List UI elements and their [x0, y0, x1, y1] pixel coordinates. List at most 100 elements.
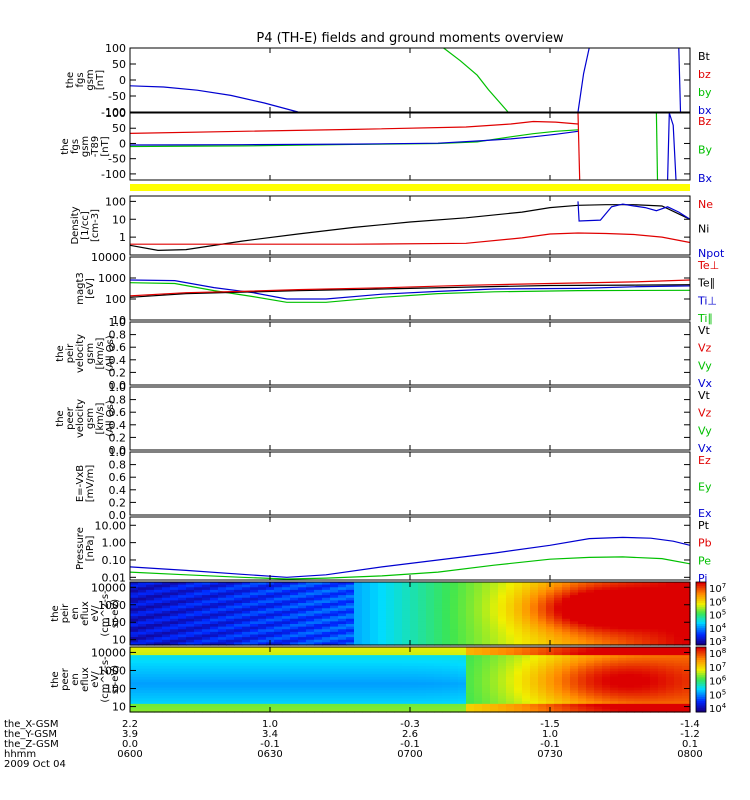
spectrogram-cell [642, 660, 651, 664]
spectrogram-cell [250, 582, 259, 586]
spectrogram-cell [274, 652, 283, 656]
spectrogram-cell [618, 649, 627, 654]
spectrogram-cell [458, 592, 467, 596]
spectrogram-cell [258, 608, 267, 612]
spectrogram-cell [538, 587, 547, 591]
spectrogram-cell [410, 693, 419, 697]
colorbar-label: 106 [709, 675, 727, 688]
y-axis-label-line: sr-eV) [110, 665, 121, 694]
spectrogram-cell [370, 610, 379, 615]
spectrogram-cell [634, 701, 643, 705]
spectrogram-cell [418, 639, 427, 643]
spectrogram-cell [650, 634, 659, 638]
spectrogram-cell [666, 582, 675, 586]
spectrogram-cell [306, 600, 315, 604]
y-tick-label: 1.0 [109, 381, 127, 394]
spectrogram-cell [594, 668, 603, 672]
spectrogram-cell [306, 701, 315, 705]
spectrogram-cell [490, 663, 499, 667]
spectrogram-cell [258, 584, 267, 588]
spectrogram-cell [474, 582, 483, 586]
spectrogram-cell [498, 671, 507, 675]
spectrogram-cell [458, 695, 467, 700]
y-axis-label-line: (cm^2-s- [100, 590, 111, 637]
spectrogram-cell [138, 703, 147, 708]
spectrogram-cell [194, 693, 203, 697]
spectrogram-cell [682, 639, 691, 643]
colorbar-cell [696, 642, 706, 646]
spectrogram-cell [546, 629, 555, 633]
spectrogram-cell [178, 608, 187, 612]
y-axis-label-line: [cm-3] [90, 209, 101, 242]
spectrogram-cell [130, 684, 139, 689]
spectrogram-cell [434, 597, 443, 601]
spectrogram-cell [602, 608, 611, 612]
spectrogram-cell [330, 684, 339, 689]
spectrogram-cell [506, 701, 515, 705]
spectrogram-cell [322, 660, 331, 664]
spectrogram-cell [434, 631, 443, 636]
spectrogram-cell [650, 589, 659, 594]
spectrogram-cell [162, 631, 171, 636]
y-axis-label-line: [nT] [100, 136, 111, 156]
spectrogram-cell [258, 642, 267, 646]
spectrogram-cell [258, 665, 267, 670]
spectrogram-cell [394, 679, 403, 683]
y-axis-label-line: gsm [85, 408, 96, 429]
spectrogram-cell [378, 603, 387, 607]
spectrogram-cell [674, 665, 683, 670]
spectrogram-cell [458, 600, 467, 604]
spectrogram-cell [178, 618, 187, 622]
spectrogram-cell [426, 679, 435, 683]
spectrogram-cell [154, 695, 163, 700]
spectrogram-cell [290, 698, 299, 702]
spectrogram-cell [458, 589, 467, 594]
spectrogram-cell [202, 624, 211, 628]
spectrogram-cell [618, 652, 627, 656]
spectrogram-cell [138, 695, 147, 700]
colorbar-cell [696, 709, 706, 713]
spectrogram-cell [258, 603, 267, 607]
spectrogram-cell [314, 652, 323, 656]
spectrogram-cell [362, 682, 371, 686]
spectrogram-cell [498, 584, 507, 588]
legend-entry: Bz [698, 115, 712, 128]
spectrogram-cell [506, 616, 515, 620]
spectrogram-cell [482, 610, 491, 615]
spectrogram-cell [378, 695, 387, 700]
legend-entry: Vy [698, 424, 712, 437]
spectrogram-cell [562, 584, 571, 588]
spectrogram-cell [402, 603, 411, 607]
spectrogram-cell [434, 655, 443, 659]
spectrogram-cell [162, 674, 171, 678]
colorbar-cell [696, 607, 706, 610]
spectrogram-cell [482, 657, 491, 662]
spectrogram-cell [170, 682, 179, 686]
spectrogram-cell [194, 629, 203, 633]
spectrogram-cell [194, 600, 203, 604]
spectrogram-cell [194, 582, 203, 586]
spectrogram-cell [162, 605, 171, 609]
spectrogram-cell [226, 631, 235, 636]
spectrogram-cell [666, 690, 675, 694]
spectrogram-cell [674, 587, 683, 591]
spectrogram-cell [370, 595, 379, 599]
spectrogram-cell [626, 626, 635, 630]
spectrogram-cell [650, 674, 659, 678]
spectrogram-cell [434, 684, 443, 689]
spectrogram-cell [466, 665, 475, 670]
spectrogram-cell [570, 624, 579, 628]
spectrogram-cell [682, 679, 691, 683]
spectrogram-cell [634, 621, 643, 625]
spectrogram-cell [594, 597, 603, 601]
spectrogram-cell [290, 684, 299, 689]
spectrogram-cell [634, 698, 643, 702]
spectrogram-cell [306, 657, 315, 662]
spectrogram-cell [682, 674, 691, 678]
spectrogram-cell [322, 676, 331, 681]
spectrogram-cell [282, 587, 291, 591]
spectrogram-cell [442, 687, 451, 691]
spectrogram-cell [674, 589, 683, 594]
spectrogram-cell [258, 626, 267, 630]
spectrogram-cell [626, 676, 635, 681]
